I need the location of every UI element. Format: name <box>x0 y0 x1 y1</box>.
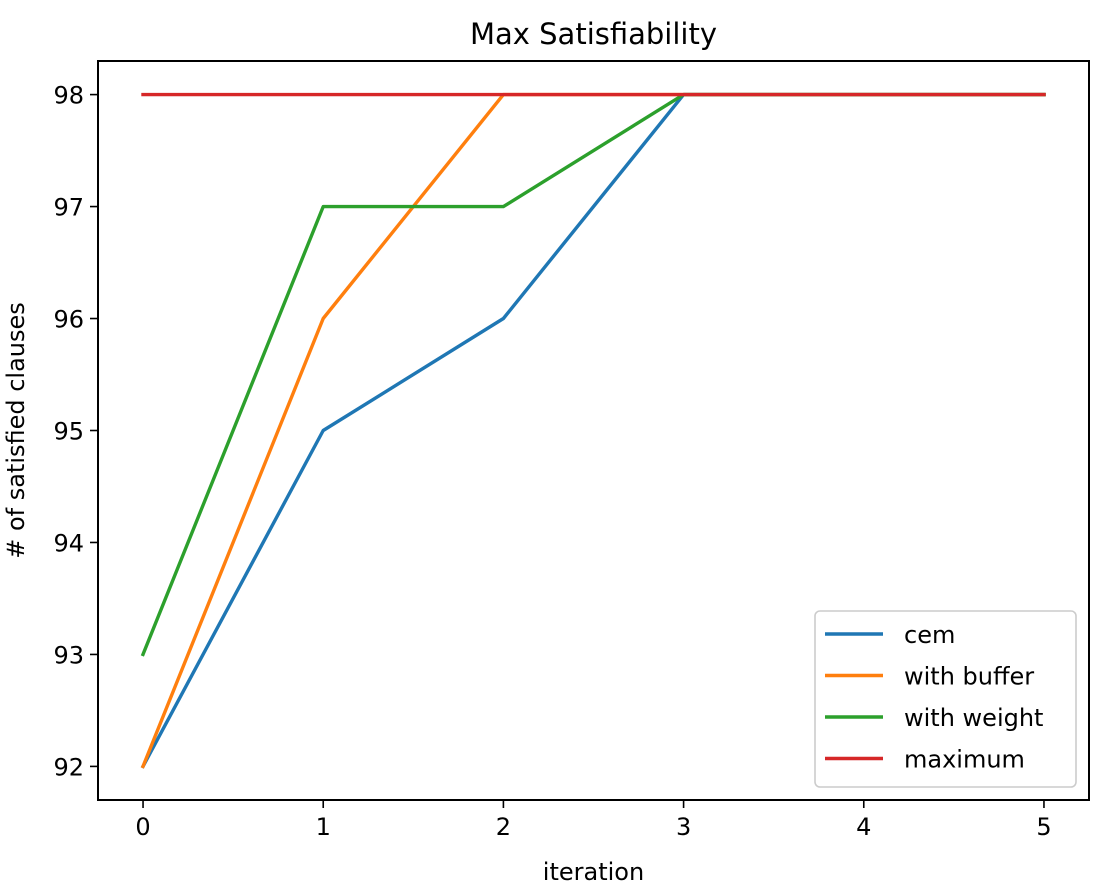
x-axis: 0 1 2 3 4 5 <box>135 800 1052 841</box>
legend: cem with buffer with weight maximum <box>814 610 1077 788</box>
x-tick-label: 3 <box>676 813 691 841</box>
y-tick-label: 95 <box>53 418 84 446</box>
series-line-with-weight <box>140 92 1046 657</box>
legend-box <box>814 610 1077 788</box>
chart-title: Max Satisfiability <box>470 17 717 51</box>
y-axis: 92 93 94 95 96 97 98 <box>53 82 98 781</box>
series-layer <box>140 92 1046 769</box>
legend-label: with buffer <box>904 663 1034 691</box>
x-tick-label: 1 <box>316 813 331 841</box>
y-tick-label: 94 <box>53 529 84 557</box>
x-axis-label: iteration <box>543 858 644 886</box>
x-tick-label: 4 <box>856 813 871 841</box>
y-tick-label: 98 <box>53 82 84 110</box>
x-tick-label: 0 <box>135 813 150 841</box>
y-tick-label: 97 <box>53 194 84 222</box>
legend-label: maximum <box>904 746 1025 774</box>
x-tick-label: 5 <box>1036 813 1051 841</box>
y-tick-label: 96 <box>53 306 84 334</box>
legend-label: with weight <box>904 704 1043 732</box>
legend-label: cem <box>904 621 955 649</box>
x-tick-label: 2 <box>496 813 511 841</box>
y-axis-label: # of satisfied clauses <box>2 302 30 559</box>
y-tick-label: 93 <box>53 641 84 669</box>
y-tick-label: 92 <box>53 753 84 781</box>
